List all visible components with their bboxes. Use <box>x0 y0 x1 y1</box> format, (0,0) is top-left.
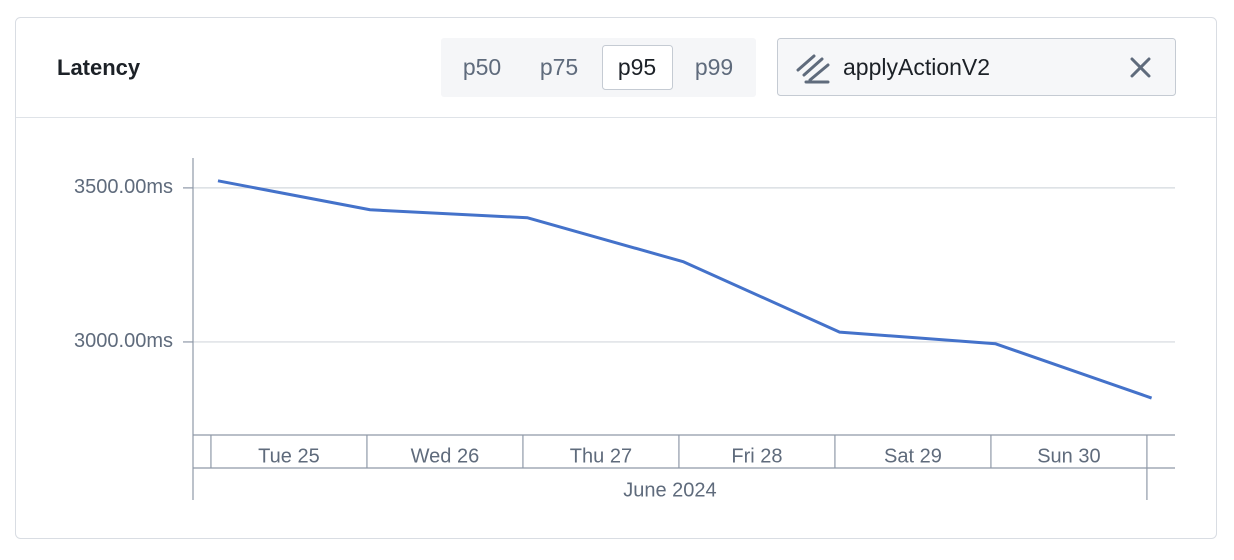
clear-filter[interactable] <box>1130 57 1151 78</box>
percentile-group <box>441 38 756 97</box>
y-tick-label: 3000.00ms <box>74 330 173 352</box>
filter-icon <box>796 54 830 84</box>
widget-title: Latency <box>57 55 141 80</box>
card <box>15 17 1217 539</box>
x-tick-label: Wed 26 <box>411 445 480 467</box>
filter-box[interactable] <box>777 38 1176 96</box>
percentile-selected[interactable] <box>602 45 673 90</box>
x-tick-label: Thu 27 <box>570 445 632 467</box>
x-tick-label: Sat 29 <box>884 445 942 467</box>
percentile-button[interactable]: p75 <box>540 54 578 80</box>
percentile-button[interactable]: p99 <box>695 54 733 80</box>
percentile-button[interactable]: p50 <box>463 54 501 80</box>
x-tick-label: Tue 25 <box>258 445 320 467</box>
latency-line <box>217 179 1153 400</box>
percentile-button[interactable]: p95 <box>618 54 656 80</box>
x-tick-label: Sun 30 <box>1037 445 1100 467</box>
x-group-label: June 2024 <box>623 479 716 501</box>
y-tick-label: 3500.00ms <box>74 176 173 198</box>
filter-label: applyActionV2 <box>843 54 990 80</box>
x-tick-label: Fri 28 <box>731 445 782 467</box>
